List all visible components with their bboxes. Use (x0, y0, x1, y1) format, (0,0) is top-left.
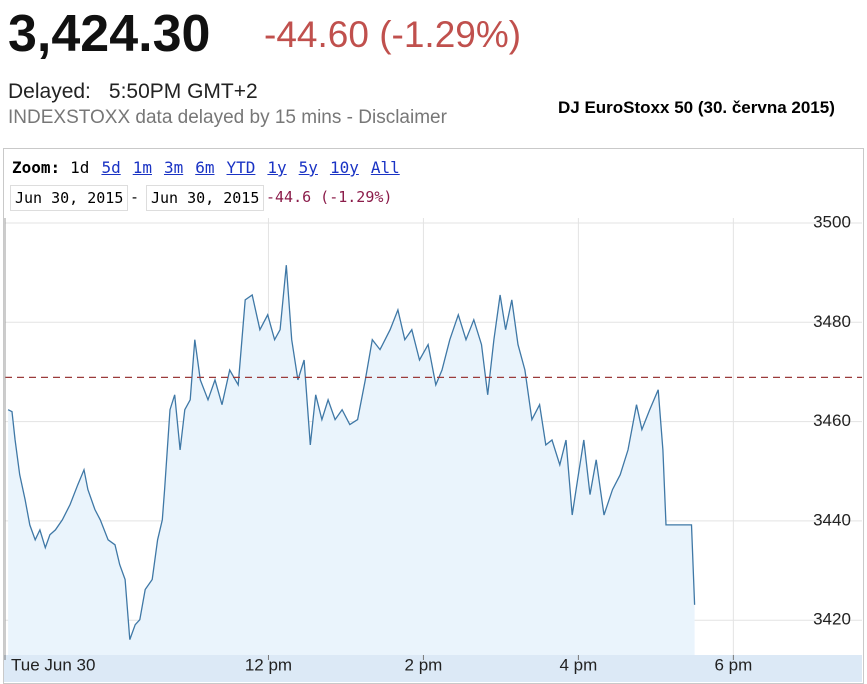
x-tick-label: 2 pm (405, 655, 443, 674)
zoom-option[interactable]: 5d (101, 158, 121, 177)
y-tick-label: 3420 (813, 610, 851, 629)
price-line (7, 265, 696, 640)
date-to[interactable]: Jun 30, 2015 (146, 185, 265, 211)
delayed-label: Delayed: (8, 80, 91, 103)
x-tick-label: 4 pm (559, 655, 597, 674)
zoom-option[interactable]: All (370, 158, 400, 177)
zoom-option[interactable]: 10y (329, 158, 359, 177)
x-tick-label: 6 pm (714, 655, 752, 674)
zoom-label: Zoom: (12, 158, 61, 177)
y-tick-label: 3500 (813, 212, 851, 231)
delayed-info: Delayed: 5:50PM GMT+2 (8, 80, 258, 104)
y-tick-label: 3480 (813, 312, 851, 331)
x-tick-label: Tue Jun 30 (11, 655, 95, 674)
y-tick-label: 3460 (813, 411, 851, 430)
range-change: -44.6 (-1.29%) (266, 188, 393, 206)
y-tick-label: 3440 (813, 510, 851, 529)
price: 3,424.30 (8, 5, 211, 63)
zoom-option[interactable]: 3m (163, 158, 184, 177)
zoom-option[interactable]: 1y (267, 158, 287, 177)
delayed-time: 5:50PM GMT+2 (108, 80, 258, 103)
zoom-option[interactable]: 1m (132, 158, 152, 177)
zoom-option[interactable]: YTD (226, 158, 256, 177)
zoom-option[interactable]: 1d (70, 158, 90, 177)
caption: DJ EuroStoxx 50 (30. června 2015) (558, 98, 835, 117)
area-fill (8, 265, 695, 655)
date-separator: - (130, 188, 140, 206)
x-tick-label: 12 pm (245, 655, 292, 674)
price-change: -44.60 (-1.29%) (264, 14, 522, 55)
delay-note[interactable]: INDEXSTOXX data delayed by 15 mins - Dis… (8, 107, 447, 128)
zoom-option[interactable]: 5y (298, 158, 318, 177)
zoom-option[interactable]: 6m (195, 158, 215, 177)
date-from[interactable]: Jun 30, 2015 (10, 185, 129, 211)
x-axis-band (4, 655, 862, 682)
zoom-bar: Zoom: 1d 5d 1m 3m 6m YTD 1y 5y 10y All (12, 158, 412, 177)
